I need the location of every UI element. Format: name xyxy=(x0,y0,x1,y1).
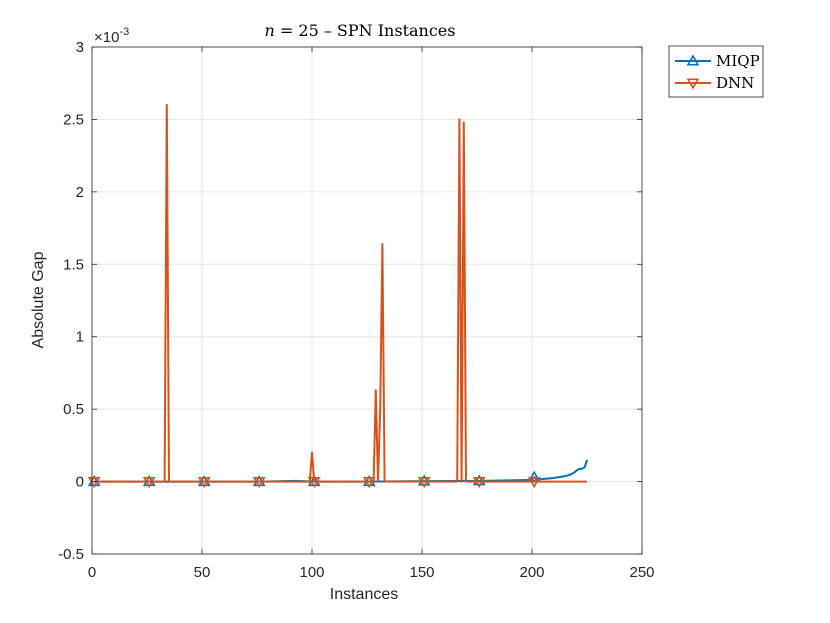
y-exponent-base: ×10 xyxy=(94,29,119,46)
series-line-dnn xyxy=(94,103,587,483)
y-tick-label: 3 xyxy=(76,39,84,56)
x-tick-label: 50 xyxy=(194,564,211,581)
x-tick-label: 100 xyxy=(299,564,324,581)
tick-labels: 0 50 100 150 200 250-0.500.511.522.53 xyxy=(58,39,654,581)
data-point-miqp xyxy=(472,474,486,486)
y-tick-label: 1.5 xyxy=(63,256,84,273)
y-tick-label: 1 xyxy=(76,329,84,346)
legend-marker-dnn xyxy=(686,78,700,90)
legend-marker-miqp xyxy=(686,54,700,66)
chart-title: n = 25 – SPN Instances xyxy=(265,21,456,40)
y-tick-label: 0.5 xyxy=(63,401,84,418)
x-axis-label: Instances xyxy=(330,586,398,603)
data-point-dnn xyxy=(472,477,486,489)
legend-label-dnn: DNN xyxy=(716,74,754,92)
x-tick-label: 200 xyxy=(519,564,544,581)
y-tick-label: -0.5 xyxy=(58,546,84,563)
series-dnn xyxy=(87,103,587,489)
legend-box xyxy=(668,45,764,98)
y-exponent-power: -3 xyxy=(119,26,129,38)
axes xyxy=(91,46,643,555)
data-point-dnn xyxy=(362,477,376,489)
y-tick-label: 0 xyxy=(76,474,84,491)
y-tick-label: 2.5 xyxy=(63,111,84,128)
data-point-dnn xyxy=(142,477,156,489)
x-tick-label: 150 xyxy=(409,564,434,581)
y-axis-label: Absolute Gap xyxy=(30,251,47,348)
legend-label-miqp: MIQP xyxy=(716,52,760,70)
legend: MIQP DNN xyxy=(668,45,764,98)
data-point-dnn xyxy=(252,477,266,489)
x-tick-label: 0 xyxy=(88,564,96,581)
data-point-dnn xyxy=(527,477,541,489)
x-tick-label: 250 xyxy=(629,564,654,581)
data-point-dnn xyxy=(307,477,321,489)
y-exponent-label: ×10-3 xyxy=(94,26,129,46)
plot-frame xyxy=(91,46,643,555)
y-tick-label: 2 xyxy=(76,184,84,201)
data-point-dnn xyxy=(417,477,431,489)
data-point-miqp xyxy=(417,474,431,486)
chart-title-variable: n xyxy=(265,21,275,40)
chart-title-rest: = 25 – SPN Instances xyxy=(275,21,456,40)
data-point-dnn xyxy=(197,477,211,489)
series-group xyxy=(87,103,588,489)
